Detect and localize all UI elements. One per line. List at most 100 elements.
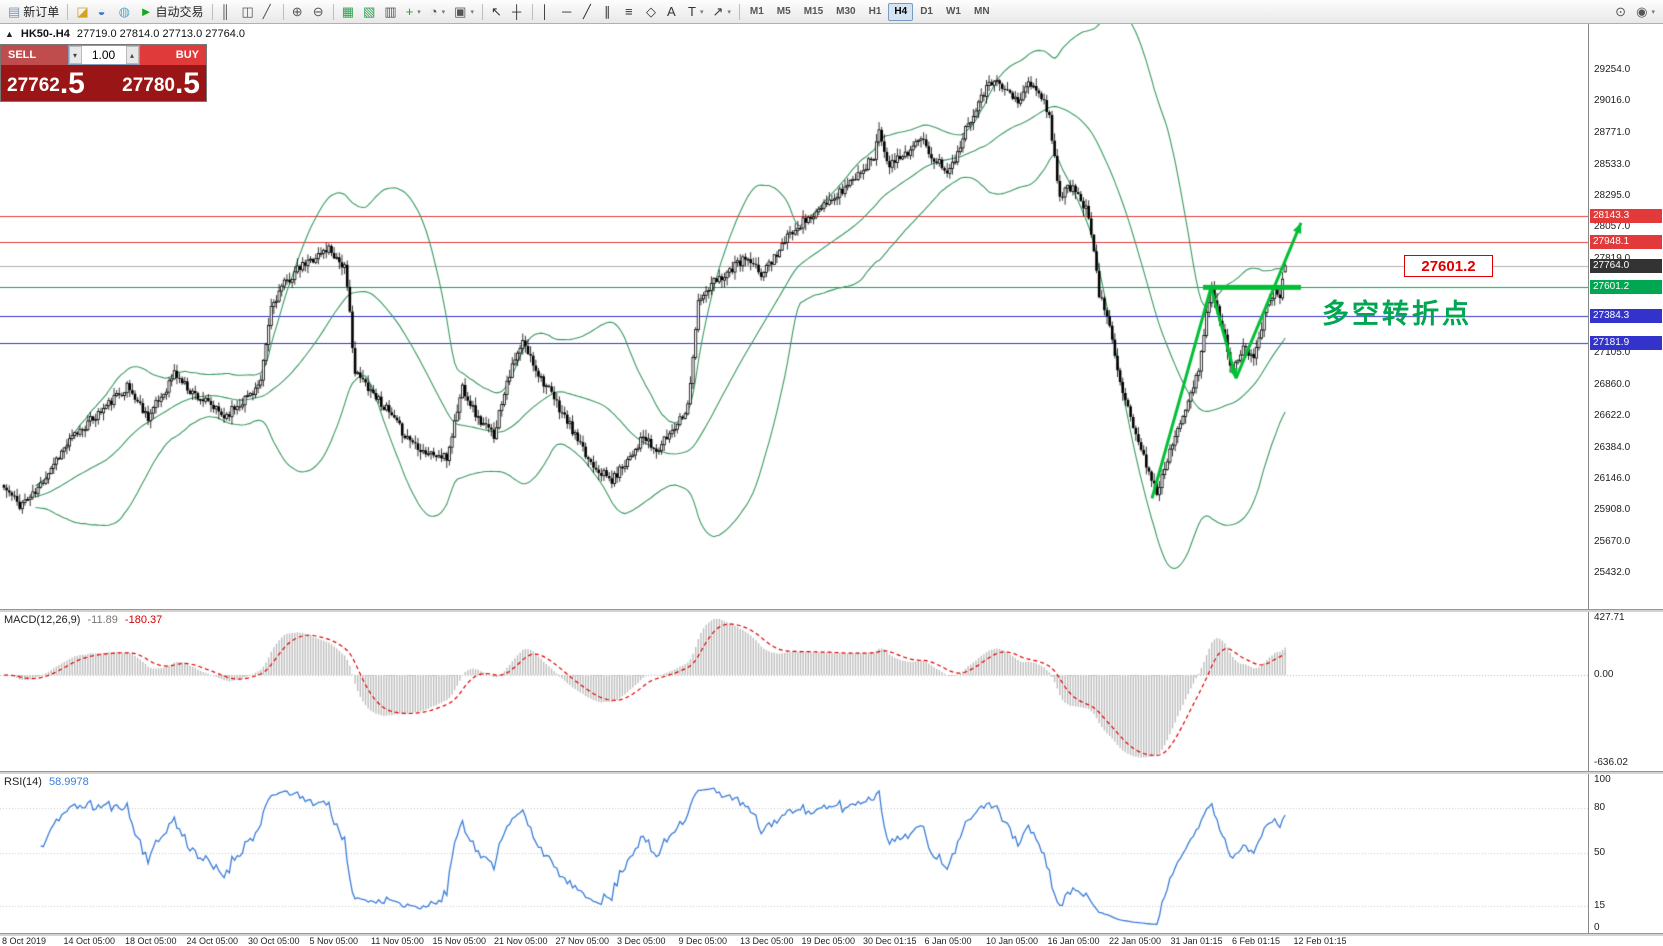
- toolbar-separator: [67, 3, 69, 20]
- line-chart-icon[interactable]: ╱: [259, 2, 279, 22]
- rsi-axis-label: 50: [1594, 847, 1606, 858]
- zoom-in-icon[interactable]: ⊕: [288, 2, 308, 22]
- new-order-button-label: 新订单: [23, 5, 60, 19]
- market-watch-icon[interactable]: ◍: [115, 2, 135, 22]
- tile-windows-icon-glyph: ▦: [341, 4, 355, 19]
- chart-annotation-text[interactable]: 多空转折点: [1322, 299, 1472, 329]
- quick-settings-icon-glyph: ◉: [1636, 4, 1648, 19]
- volume-input[interactable]: 1.00: [91, 48, 116, 62]
- rsi-label: RSI(14) 58.9978: [4, 776, 89, 788]
- time-axis[interactable]: 8 Oct 2019 14 Oct 05:00 18 Oct 05:00 24 Oct…: [0, 936, 1663, 946]
- crosshair-icon[interactable]: ┼: [508, 2, 528, 22]
- rsi-canvas[interactable]: [0, 774, 1588, 933]
- rsi-axis-label: 0: [1594, 922, 1600, 933]
- time-axis-label: 18 Oct 05:00: [125, 936, 177, 946]
- panel-separator[interactable]: [0, 609, 1663, 612]
- channel-icon[interactable]: ∥: [600, 2, 620, 22]
- dropdown-caret-icon[interactable]: ▾: [441, 8, 446, 16]
- fibonacci-icon-glyph: ≡: [624, 4, 633, 19]
- text-icon[interactable]: A: [663, 2, 683, 22]
- rsi-axis[interactable]: 100 80 50 15 0: [1588, 774, 1663, 933]
- vertical-line-icon-glyph: │: [540, 4, 550, 19]
- price-axis-label: 25670.0: [1594, 535, 1631, 547]
- timeframe-mn-button[interactable]: MN: [973, 6, 990, 17]
- symbol-ohlc-values: 27719.0 27814.0 27713.0 27764.0: [76, 28, 246, 40]
- dropdown-caret-icon[interactable]: ▾: [1651, 8, 1655, 16]
- time-axis-label: 30 Oct 05:00: [248, 936, 300, 946]
- shapes-icon[interactable]: ◇: [642, 2, 662, 22]
- time-axis-label: 6 Feb 01:15: [1232, 936, 1281, 946]
- volume-down-button[interactable]: ▾: [68, 46, 82, 64]
- price-axis-label: 27105.0: [1594, 346, 1631, 358]
- candlestick-chart-icon-glyph: ◫: [241, 4, 254, 19]
- auto-trading-button[interactable]: ► 自动交易: [136, 2, 208, 22]
- price-axis-label: 28771.0: [1594, 127, 1631, 139]
- crosshair-icon-glyph: ┼: [511, 4, 522, 19]
- bar-chart-icon-glyph: ║: [220, 4, 230, 19]
- timeframe-h1-button[interactable]: H1: [868, 6, 882, 17]
- price-axis-label: 29254.0: [1594, 63, 1631, 75]
- dropdown-caret-icon[interactable]: ▾: [417, 8, 421, 16]
- indicators-icon[interactable]: + ▾: [402, 2, 425, 22]
- time-axis-label: 5 Nov 05:00: [309, 936, 359, 946]
- macd-main-value: -11.89: [87, 614, 118, 626]
- time-axis-label: 3 Dec 05:00: [617, 936, 666, 946]
- macd-label: MACD(12,26,9) -11.89 -180.37: [4, 614, 162, 626]
- cursor-icon[interactable]: ↖: [487, 2, 507, 22]
- sell-price-int: 27762: [7, 75, 60, 97]
- timeframe-h4-button[interactable]: H4: [888, 2, 914, 21]
- timeframe-w1-button[interactable]: W1: [945, 6, 961, 17]
- candlestick-chart-icon[interactable]: ◫: [238, 2, 258, 22]
- vertical-line-icon[interactable]: │: [537, 2, 557, 22]
- new-order-button[interactable]: ▤ 新订单: [4, 2, 63, 22]
- horizontal-line-icon[interactable]: ─: [558, 2, 578, 22]
- rsi-axis-label: 100: [1594, 774, 1611, 785]
- timeframe-m5-button[interactable]: M5: [776, 6, 791, 17]
- templates-icon-glyph: ▣: [454, 4, 467, 19]
- arrows-icon[interactable]: ↗ ▾: [708, 2, 734, 22]
- fibonacci-icon[interactable]: ≡: [621, 2, 641, 22]
- main-chart-canvas[interactable]: [0, 24, 1588, 609]
- price-axis-label: 27819.0: [1594, 253, 1630, 264]
- dropdown-caret-icon[interactable]: ▾: [699, 8, 704, 16]
- toolbar-separator: [481, 3, 483, 20]
- volume-up-button[interactable]: ▴: [125, 46, 139, 64]
- panel-separator[interactable]: [0, 933, 1663, 936]
- search-icon[interactable]: ⊙: [1611, 2, 1631, 22]
- arrange-windows-icon[interactable]: ▥: [380, 2, 400, 22]
- macd-axis-label: 427.71: [1594, 612, 1625, 623]
- cascade-windows-icon-glyph: ▧: [363, 4, 376, 19]
- cascade-windows-icon[interactable]: ▧: [359, 2, 379, 22]
- zoom-out-icon-glyph: ⊖: [312, 4, 324, 19]
- timeframe-m1-button[interactable]: M1: [749, 6, 764, 17]
- zoom-out-icon[interactable]: ⊖: [309, 2, 329, 22]
- macd-axis[interactable]: 427.71 0.00 -636.02: [1588, 612, 1663, 771]
- indicators-icon-glyph: +: [405, 4, 414, 19]
- bar-chart-icon[interactable]: ║: [217, 2, 237, 22]
- price-axis[interactable]: 29254.0 29016.0 28771.0 28533.0 28295.0 28057…: [1588, 24, 1663, 609]
- cycles-icon-glyph: ◔: [429, 4, 438, 19]
- profiles-icon[interactable]: ◒: [94, 2, 114, 22]
- templates-icon[interactable]: ▣ ▾: [450, 2, 478, 22]
- trendline-icon[interactable]: ╱: [579, 2, 599, 22]
- price-level-label[interactable]: 27601.2: [1404, 255, 1493, 277]
- symbol-ohlc-line: ▲ HK50-.H4 27719.0 27814.0 27713.0 27764…: [5, 28, 245, 40]
- dropdown-caret-icon[interactable]: ▾: [470, 8, 474, 16]
- dropdown-caret-icon[interactable]: ▾: [727, 8, 731, 16]
- quick-settings-icon[interactable]: ◉ ▾: [1632, 2, 1659, 22]
- collapse-panel-icon[interactable]: ▲: [5, 29, 14, 39]
- macd-canvas[interactable]: [0, 612, 1588, 771]
- tile-windows-icon[interactable]: ▦: [338, 2, 358, 22]
- label-icon[interactable]: T ▾: [684, 2, 707, 22]
- cycles-icon[interactable]: ◔ ▾: [426, 2, 449, 22]
- timeframe-m15-button[interactable]: M15: [803, 6, 824, 17]
- shapes-icon-glyph: ◇: [645, 4, 656, 19]
- timeframe-d1-button[interactable]: D1: [920, 6, 933, 17]
- toolbar-separator: [211, 3, 213, 20]
- rsi-axis-label: 15: [1594, 899, 1606, 911]
- timeframe-m30-button[interactable]: M30: [836, 6, 856, 17]
- time-axis-label: 13 Dec 05:00: [740, 936, 794, 946]
- price-axis-label: 29016.0: [1594, 94, 1631, 106]
- panel-separator[interactable]: [0, 771, 1663, 774]
- new-chart-icon[interactable]: ◪: [72, 2, 92, 22]
